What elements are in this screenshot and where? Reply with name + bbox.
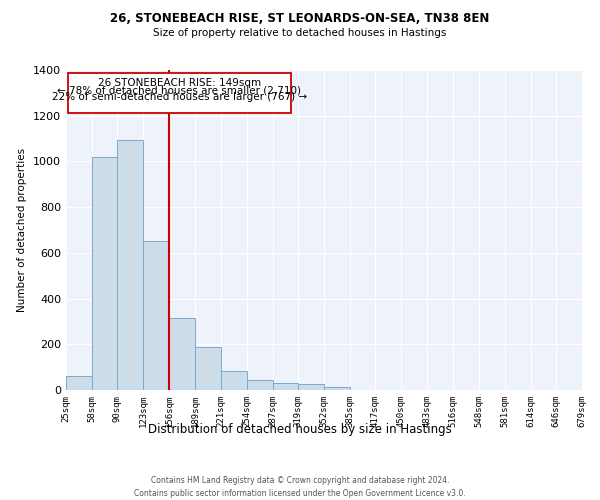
Bar [273, 383, 298, 390]
Bar [169, 318, 196, 390]
Text: Size of property relative to detached houses in Hastings: Size of property relative to detached ho… [154, 28, 446, 38]
Bar [68, 74, 291, 114]
Text: 22% of semi-detached houses are larger (767) →: 22% of semi-detached houses are larger (… [52, 92, 307, 102]
Bar [143, 242, 169, 390]
Text: Contains public sector information licensed under the Open Government Licence v3: Contains public sector information licen… [134, 489, 466, 498]
Bar [66, 376, 92, 390]
Text: Contains HM Land Registry data © Crown copyright and database right 2024.: Contains HM Land Registry data © Crown c… [151, 476, 449, 485]
Text: 26 STONEBEACH RISE: 149sqm: 26 STONEBEACH RISE: 149sqm [98, 78, 261, 88]
Bar [221, 370, 247, 390]
Bar [298, 384, 324, 390]
Text: Distribution of detached houses by size in Hastings: Distribution of detached houses by size … [148, 422, 452, 436]
Text: ← 78% of detached houses are smaller (2,710): ← 78% of detached houses are smaller (2,… [57, 86, 301, 96]
Bar [117, 140, 143, 390]
Bar [92, 157, 117, 390]
Text: 26, STONEBEACH RISE, ST LEONARDS-ON-SEA, TN38 8EN: 26, STONEBEACH RISE, ST LEONARDS-ON-SEA,… [110, 12, 490, 26]
Bar [247, 380, 273, 390]
Bar [196, 346, 221, 390]
Y-axis label: Number of detached properties: Number of detached properties [17, 148, 28, 312]
Bar [324, 386, 350, 390]
